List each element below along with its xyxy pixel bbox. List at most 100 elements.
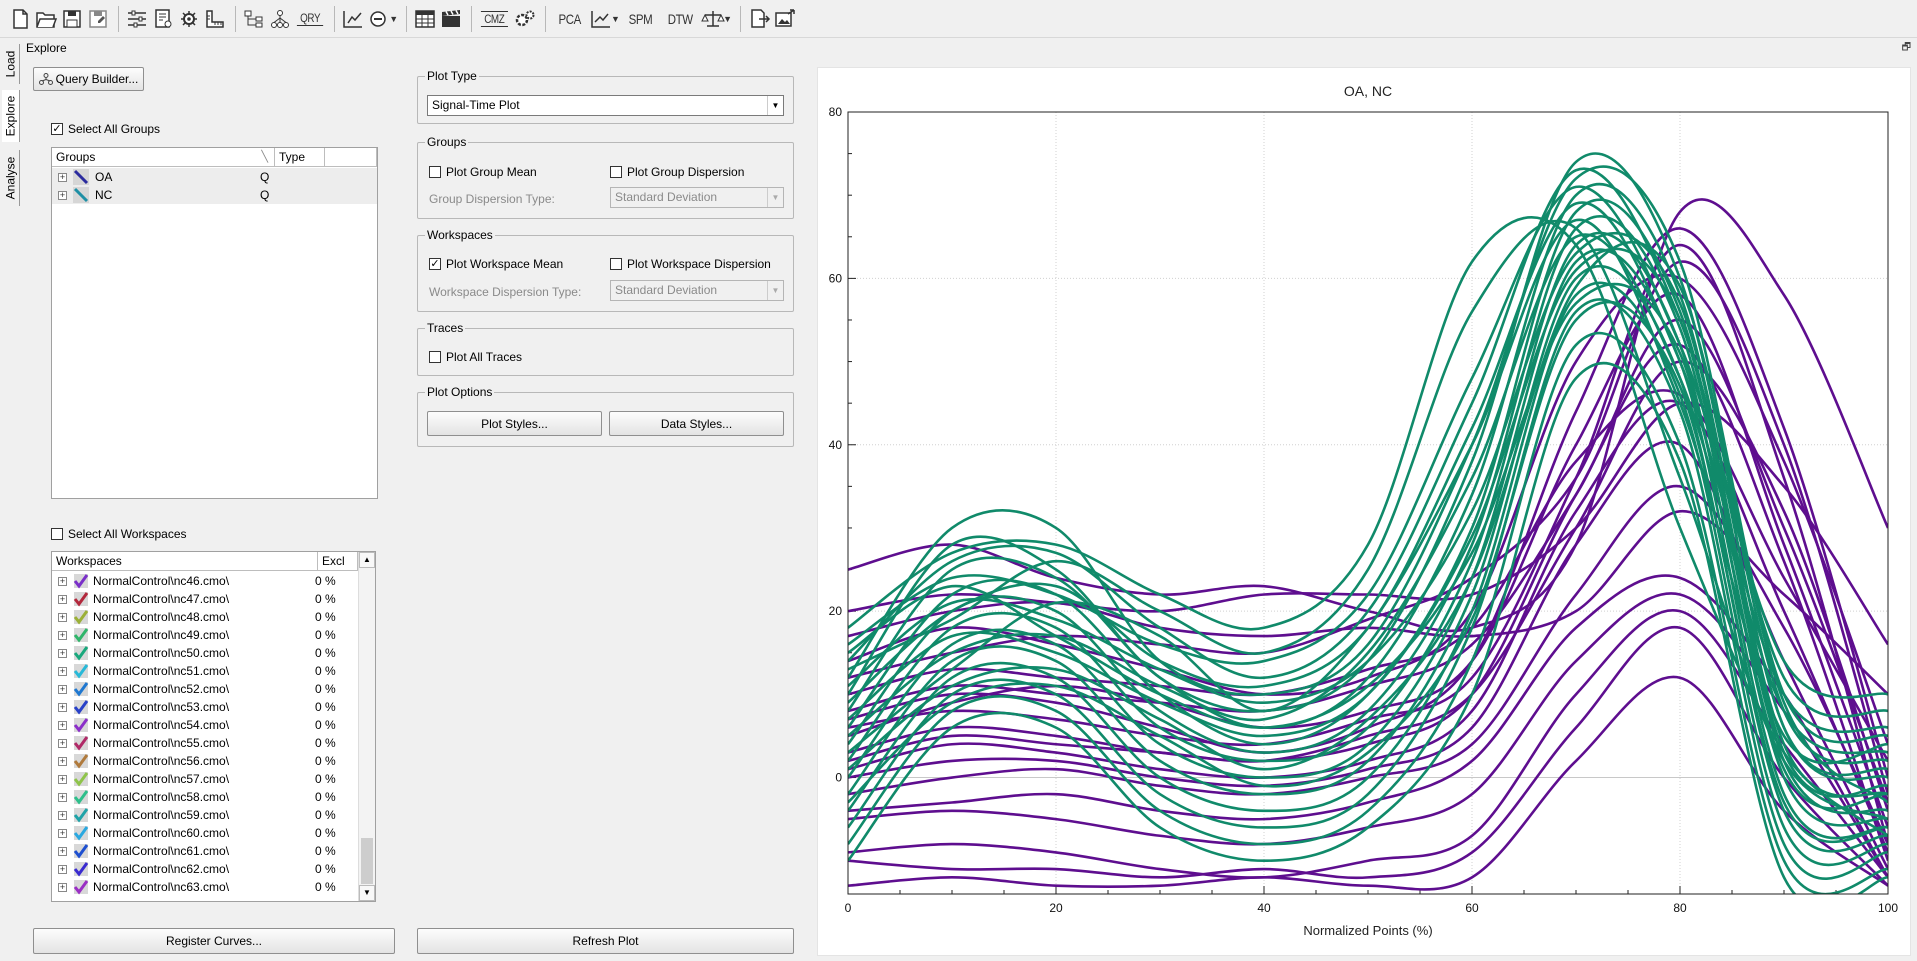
scroll-thumb[interactable] xyxy=(361,838,373,884)
checkmark-icon[interactable] xyxy=(73,717,89,733)
checkbox-box[interactable]: ✓ xyxy=(429,258,441,270)
expand-icon[interactable]: + xyxy=(58,593,67,604)
workspaces-column-header[interactable]: Workspaces xyxy=(52,552,318,571)
checkmark-icon[interactable] xyxy=(73,753,89,769)
checkbox-box[interactable]: ✓ xyxy=(51,123,63,135)
no-entry-icon[interactable]: ▼ xyxy=(367,5,398,33)
new-file-icon[interactable] xyxy=(8,5,32,33)
workspace-row[interactable]: + NormalControl\nc53.cmo\ 0 % xyxy=(52,698,358,716)
groups-tree[interactable]: Groups ╲ Type + OA Q + NC Q xyxy=(51,147,378,499)
expand-icon[interactable]: + xyxy=(58,791,67,802)
save-icon[interactable] xyxy=(60,5,84,33)
workspace-row[interactable]: + NormalControl\nc47.cmo\ 0 % xyxy=(52,590,358,608)
expand-icon[interactable]: + xyxy=(58,737,67,748)
spm-button[interactable]: SPM xyxy=(628,10,653,27)
settings-sliders-icon[interactable] xyxy=(125,5,149,33)
group-row[interactable]: + OA Q xyxy=(52,168,377,186)
group-row[interactable]: + NC Q xyxy=(52,186,377,204)
expand-icon[interactable]: + xyxy=(58,701,67,712)
expand-icon[interactable]: + xyxy=(58,845,67,856)
cmz-icon[interactable]: CMZ xyxy=(478,5,511,33)
plot-group-dispersion-checkbox[interactable]: Plot Group Dispersion xyxy=(610,165,744,179)
expand-icon[interactable]: + xyxy=(58,809,67,820)
expand-icon[interactable]: + xyxy=(58,827,67,838)
tab-analyse[interactable]: Analyse xyxy=(2,150,20,206)
plot-type-select[interactable]: Signal-Time Plot ▼ xyxy=(427,95,784,116)
checkmark-icon[interactable] xyxy=(73,681,89,697)
grid-table-icon[interactable] xyxy=(413,5,437,33)
checkmark-icon[interactable] xyxy=(73,699,89,715)
select-all-groups-checkbox[interactable]: ✓ Select All Groups xyxy=(51,122,161,136)
checkmark-icon[interactable] xyxy=(73,627,89,643)
scroll-up-icon[interactable]: ▲ xyxy=(359,552,375,568)
workspace-row[interactable]: + NormalControl\nc60.cmo\ 0 % xyxy=(52,824,358,842)
document-settings-icon[interactable] xyxy=(151,5,175,33)
checkmark-icon[interactable] xyxy=(73,591,89,607)
workspace-row[interactable]: + NormalControl\nc54.cmo\ 0 % xyxy=(52,716,358,734)
open-folder-icon[interactable] xyxy=(34,5,58,33)
checkbox-box[interactable] xyxy=(610,258,622,270)
checkbox-box[interactable] xyxy=(429,351,441,363)
checkmark-icon[interactable] xyxy=(73,735,89,751)
network-icon[interactable] xyxy=(268,5,292,33)
workspace-dispersion-type-select[interactable]: Standard Deviation ▼ xyxy=(610,280,784,301)
excl-column-header[interactable]: Excl xyxy=(318,552,358,571)
workspace-row[interactable]: + NormalControl\nc55.cmo\ 0 % xyxy=(52,734,358,752)
query-builder-button[interactable]: Query Builder... xyxy=(33,67,144,91)
scroll-down-icon[interactable]: ▼ xyxy=(359,885,375,901)
save-as-icon[interactable] xyxy=(86,5,110,33)
workspace-row[interactable]: + NormalControl\nc49.cmo\ 0 % xyxy=(52,626,358,644)
workspace-row[interactable]: + NormalControl\nc52.cmo\ 0 % xyxy=(52,680,358,698)
gears-icon[interactable] xyxy=(513,5,537,33)
plot-workspace-mean-checkbox[interactable]: ✓ Plot Workspace Mean xyxy=(429,257,564,271)
select-all-workspaces-checkbox[interactable]: Select All Workspaces xyxy=(51,527,187,541)
signal-time-chart[interactable]: 0 20 40 60 80 100 0 20 40 60 80 OA, NC Normalized Po… xyxy=(818,68,1912,957)
checkmark-icon[interactable] xyxy=(73,789,89,805)
checkmark-icon[interactable] xyxy=(73,843,89,859)
expand-icon[interactable]: + xyxy=(58,189,67,200)
expand-icon[interactable]: + xyxy=(58,863,67,874)
checkmark-icon[interactable] xyxy=(73,771,89,787)
checkmark-icon[interactable] xyxy=(73,879,89,895)
workspace-row[interactable]: + NormalControl\nc63.cmo\ 0 % xyxy=(52,878,358,896)
workspace-row[interactable]: + NormalControl\nc57.cmo\ 0 % xyxy=(52,770,358,788)
pca-button[interactable]: PCA xyxy=(558,10,581,27)
register-curves-button[interactable]: Register Curves... xyxy=(33,928,395,954)
ruler-icon[interactable] xyxy=(203,5,227,33)
workspace-row[interactable]: + NormalControl\nc56.cmo\ 0 % xyxy=(52,752,358,770)
tab-load[interactable]: Load xyxy=(2,44,20,84)
dtw-button[interactable]: DTW xyxy=(667,10,693,27)
expand-icon[interactable]: + xyxy=(58,881,67,892)
gear-options-icon[interactable] xyxy=(177,5,201,33)
plot-group-mean-checkbox[interactable]: Plot Group Mean xyxy=(429,165,537,179)
workspace-row[interactable]: + NormalControl\nc50.cmo\ 0 % xyxy=(52,644,358,662)
workspace-row[interactable]: + NormalControl\nc48.cmo\ 0 % xyxy=(52,608,358,626)
checkmark-icon[interactable] xyxy=(73,861,89,877)
expand-icon[interactable]: + xyxy=(58,611,67,622)
workspace-row[interactable]: + NormalControl\nc59.cmo\ 0 % xyxy=(52,806,358,824)
workspace-row[interactable]: + NormalControl\nc61.cmo\ 0 % xyxy=(52,842,358,860)
group-dispersion-type-select[interactable]: Standard Deviation ▼ xyxy=(610,187,784,208)
workspaces-tree[interactable]: Workspaces Excl + NormalControl\nc46.cmo\… xyxy=(51,551,376,902)
chart-edit-icon[interactable] xyxy=(341,5,365,33)
expand-icon[interactable]: + xyxy=(58,629,67,640)
chart-line-icon[interactable]: ▼ xyxy=(589,5,620,33)
export-icon[interactable] xyxy=(747,5,771,33)
workspace-row[interactable]: + NormalControl\nc58.cmo\ 0 % xyxy=(52,788,358,806)
expand-icon[interactable]: + xyxy=(58,719,67,730)
checkbox-box[interactable] xyxy=(610,166,622,178)
checkmark-icon[interactable] xyxy=(73,609,89,625)
type-column-header[interactable]: Type xyxy=(275,148,325,167)
data-styles-button[interactable]: Data Styles... xyxy=(609,411,784,436)
checkmark-icon[interactable] xyxy=(73,663,89,679)
plot-all-traces-checkbox[interactable]: Plot All Traces xyxy=(429,350,522,364)
tree-hierarchy-icon[interactable] xyxy=(242,5,266,33)
checkmark-icon[interactable] xyxy=(73,807,89,823)
checkbox-box[interactable] xyxy=(429,166,441,178)
restore-window-icon[interactable]: 🗗 xyxy=(1901,42,1911,53)
groups-column-header[interactable]: Groups ╲ xyxy=(52,148,275,167)
expand-icon[interactable]: + xyxy=(58,647,67,658)
tab-explore[interactable]: Explore xyxy=(2,90,20,142)
expand-icon[interactable]: + xyxy=(58,171,67,182)
refresh-plot-button[interactable]: Refresh Plot xyxy=(417,928,794,954)
